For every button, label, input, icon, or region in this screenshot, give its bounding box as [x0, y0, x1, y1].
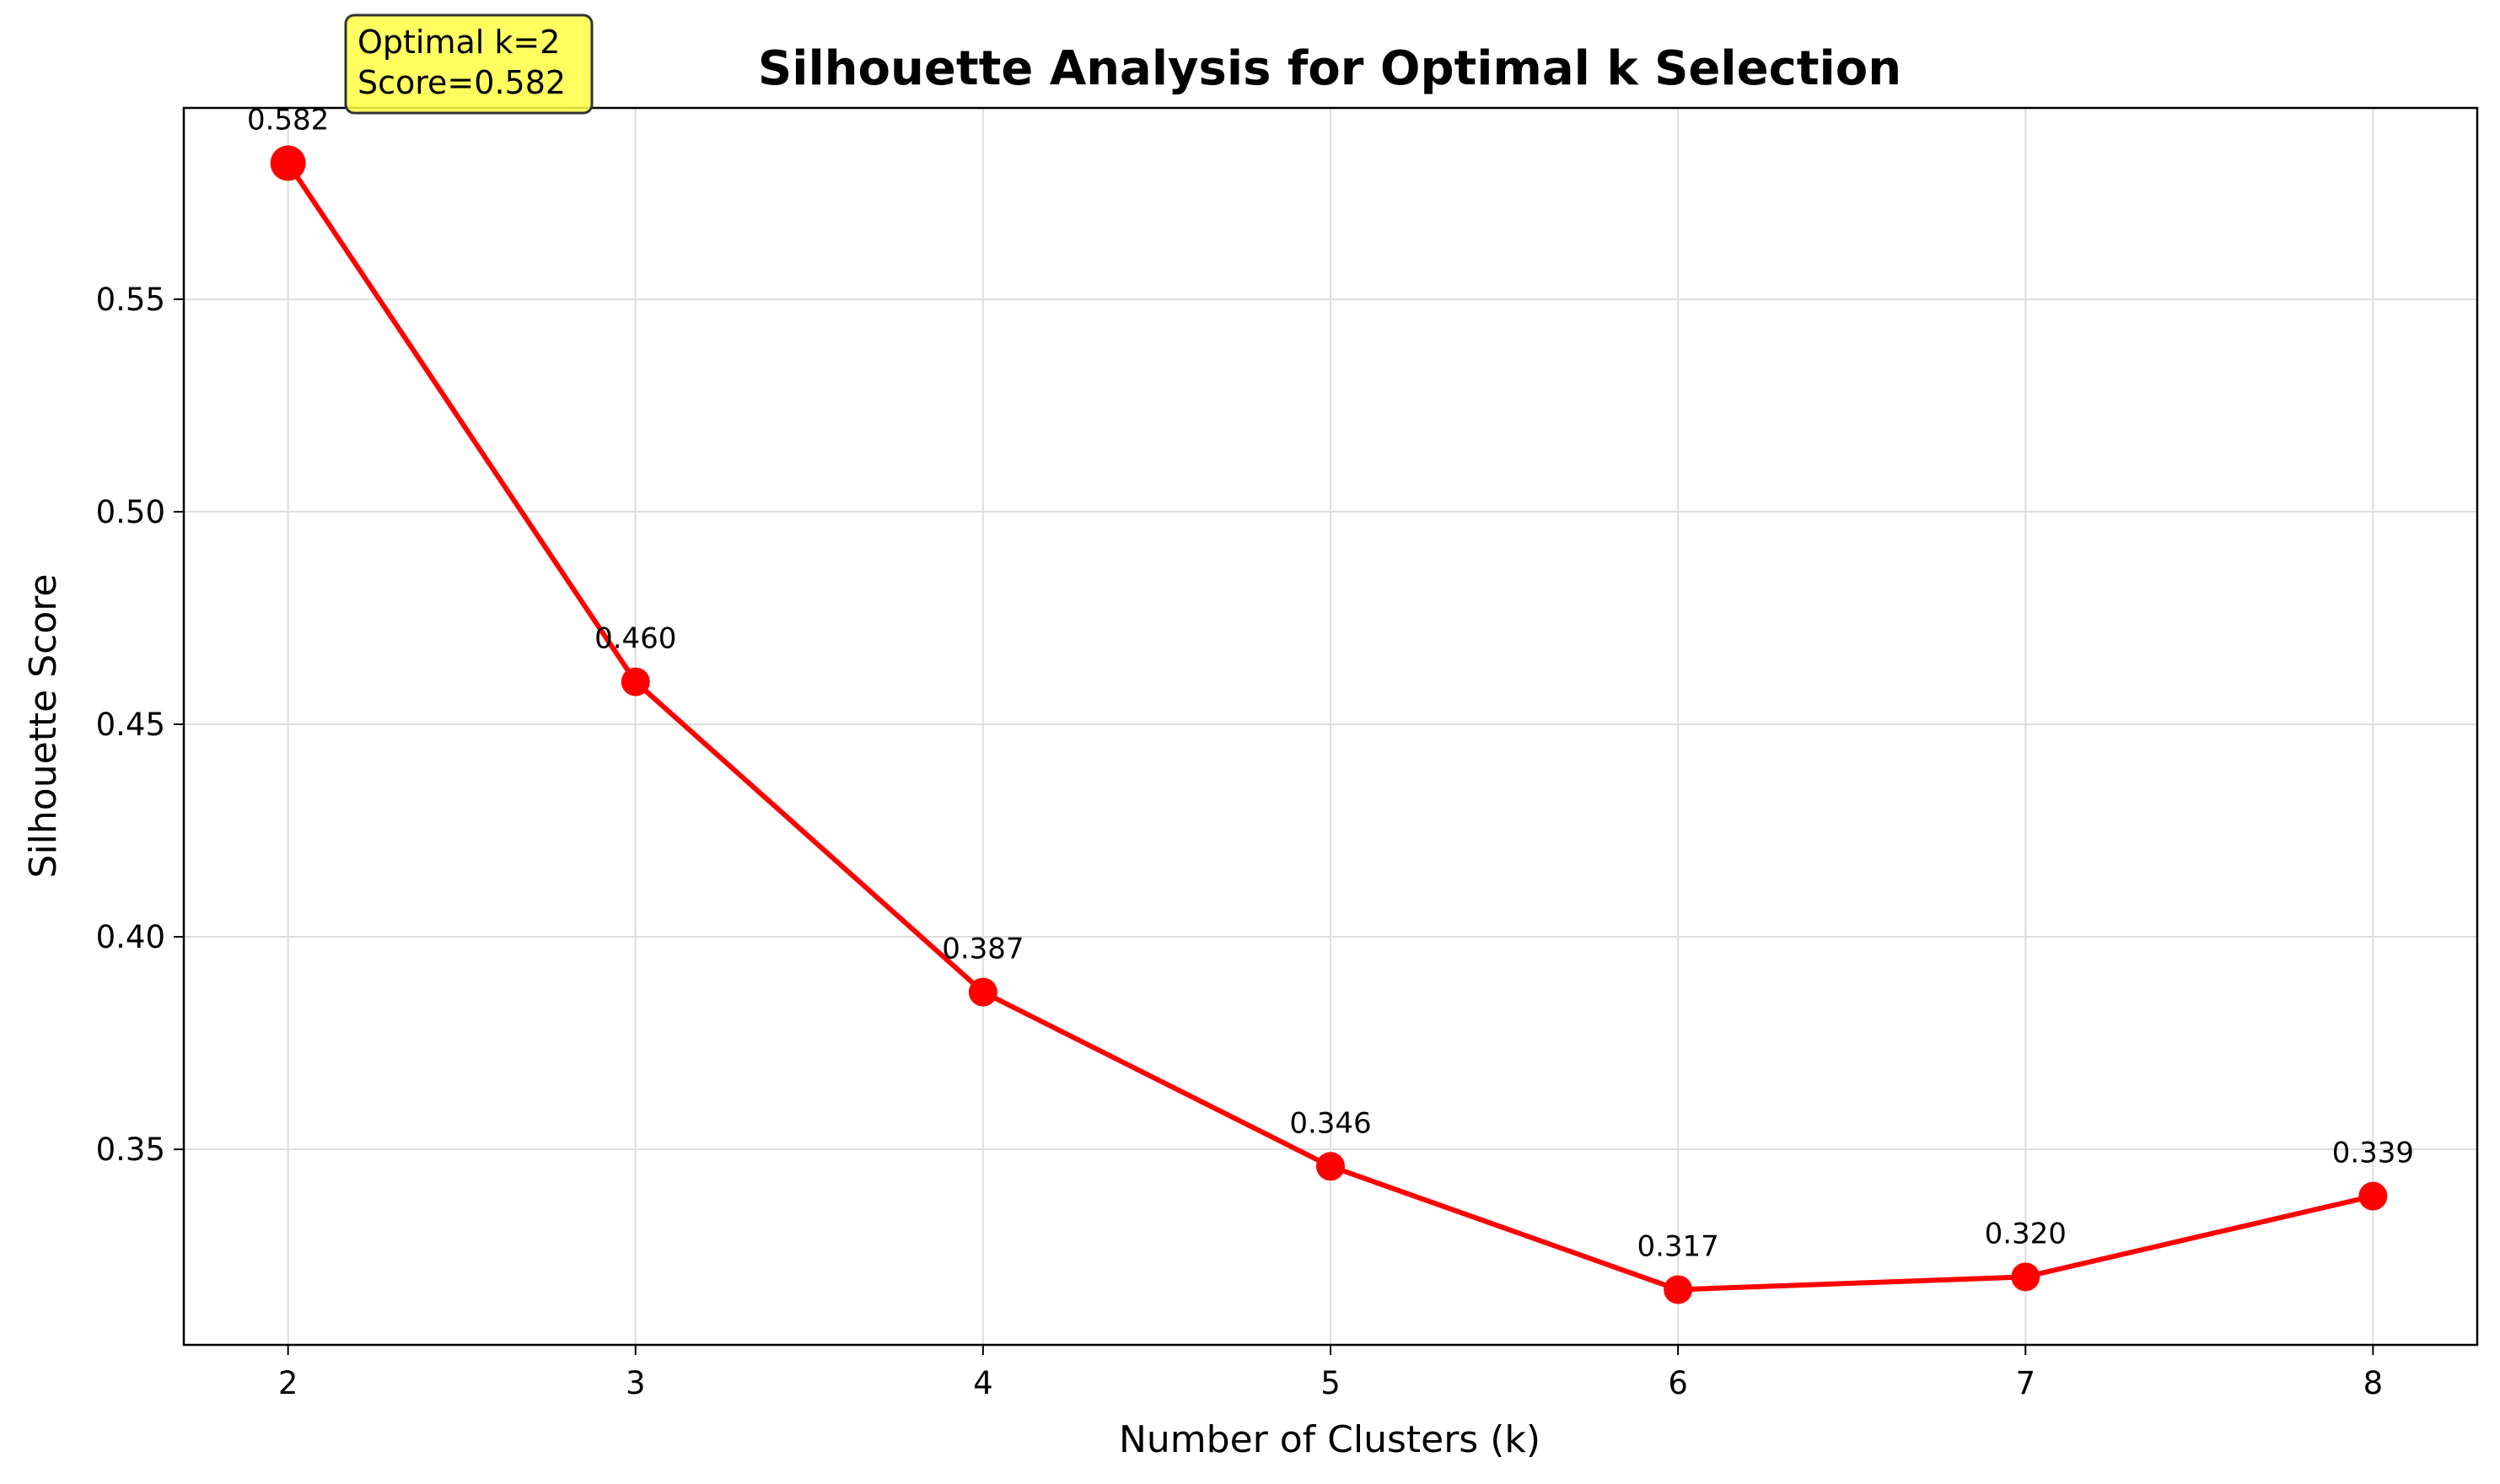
- data-point: [2011, 1262, 2040, 1292]
- data-value-label: 0.387: [942, 933, 1024, 966]
- series-layer: [270, 145, 2388, 1304]
- annotation-line-2: Score=0.582: [358, 64, 566, 101]
- data-point: [270, 145, 306, 181]
- x-axis-label: Number of Clusters (k): [1119, 1418, 1540, 1461]
- x-axis: 2 3 4 5 6 7 8: [278, 1345, 2383, 1401]
- y-tick-label: 0.50: [96, 494, 165, 530]
- x-tick-label: 7: [2015, 1365, 2035, 1401]
- x-tick-label: 8: [2363, 1365, 2384, 1401]
- data-point: [968, 977, 997, 1007]
- x-tick-label: 4: [973, 1365, 993, 1401]
- data-value-label: 0.320: [1985, 1217, 2067, 1250]
- optimal-k-annotation: Optimal k=2 Score=0.582: [344, 13, 594, 115]
- annotation-box: [344, 13, 594, 115]
- data-value-label: 0.339: [2332, 1137, 2414, 1170]
- annotation-line-1: Optimal k=2: [358, 24, 560, 61]
- data-point: [1316, 1152, 1345, 1181]
- x-tick-label: 2: [278, 1365, 298, 1401]
- data-value-label: 0.317: [1637, 1229, 1718, 1263]
- data-value-label: 0.460: [594, 622, 676, 656]
- y-tick-label: 0.35: [96, 1132, 165, 1168]
- data-value-label: 0.346: [1289, 1106, 1371, 1140]
- x-tick-label: 3: [626, 1365, 646, 1401]
- data-value-label: 0.582: [247, 104, 329, 137]
- data-point: [2358, 1181, 2388, 1211]
- data-point: [1664, 1275, 1693, 1304]
- grid-layer: [184, 108, 2477, 1345]
- x-tick-label: 5: [1320, 1365, 1341, 1401]
- chart-title: Silhouette Analysis for Optimal k Select…: [758, 41, 1901, 96]
- data-labels: 0.582 0.460 0.387 0.346 0.317 0.320 0.339: [247, 104, 2414, 1264]
- y-axis: 0.35 0.40 0.45 0.50 0.55: [96, 282, 184, 1168]
- y-axis-label: Silhouette Score: [22, 574, 65, 879]
- x-tick-label: 6: [1668, 1365, 1688, 1401]
- y-tick-label: 0.45: [96, 707, 165, 743]
- y-tick-label: 0.55: [96, 282, 165, 318]
- y-tick-label: 0.40: [96, 919, 165, 955]
- data-point: [621, 667, 650, 696]
